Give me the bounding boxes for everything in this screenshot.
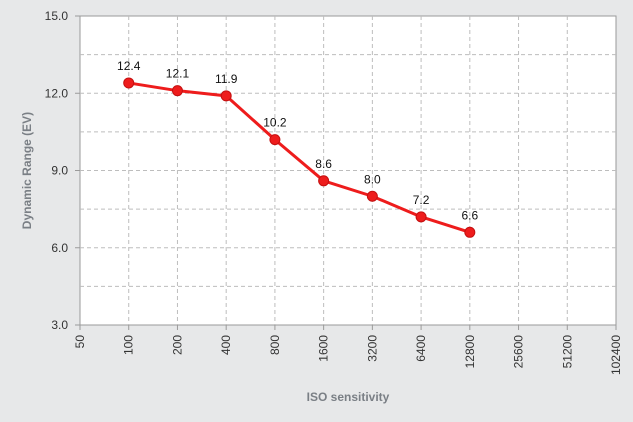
data-label: 8.0 (364, 172, 381, 186)
x-tick-label: 100 (122, 335, 136, 355)
x-axis-title: ISO sensitivity (307, 390, 390, 404)
grid-lines (80, 16, 616, 325)
data-point (366, 190, 378, 202)
data-point (123, 77, 135, 89)
x-tick-label: 50 (73, 335, 87, 349)
data-label: 12.4 (117, 59, 141, 73)
x-tick-label: 3200 (365, 335, 379, 362)
data-label: 7.2 (413, 193, 430, 207)
data-label: 6.6 (461, 208, 478, 222)
x-tick-label: 400 (219, 335, 233, 355)
y-tick-label: 9.0 (51, 164, 68, 178)
y-tick-label: 12.0 (45, 86, 69, 100)
data-point (415, 211, 427, 223)
data-label: 12.1 (166, 67, 190, 81)
x-tick-label: 102400 (609, 335, 623, 375)
data-point (318, 175, 330, 187)
x-tick-label: 6400 (414, 335, 428, 362)
x-tick-label: 200 (170, 335, 184, 355)
x-tick-label: 1600 (317, 335, 331, 362)
y-tick-label: 15.0 (45, 9, 69, 23)
x-tick-label: 51200 (560, 335, 574, 369)
y-tick-label: 3.0 (51, 318, 68, 332)
x-tick-label: 25600 (512, 335, 526, 369)
data-point (171, 85, 183, 97)
y-tick-label: 6.0 (51, 241, 68, 255)
data-point (220, 90, 232, 102)
x-tick-label: 12800 (463, 335, 477, 369)
data-label: 8.6 (315, 157, 332, 171)
y-axis-ticks: 3.0 6.0 9.0 12.0 15.0 (45, 9, 80, 332)
data-label: 11.9 (215, 72, 238, 86)
x-axis-ticks: 50 100 200 400 800 1600 3200 6400 12800 25600 5120… (73, 325, 623, 375)
data-point (269, 134, 281, 146)
x-tick-label: 800 (268, 335, 282, 355)
series-line (128, 81, 471, 234)
series-group: 12.4 12.1 11.9 10.2 8.6 8.0 7.2 6.6 (117, 59, 478, 238)
data-point (464, 226, 476, 238)
data-label: 10.2 (263, 116, 287, 130)
y-axis-title: Dynamic Range (EV) (20, 112, 34, 229)
